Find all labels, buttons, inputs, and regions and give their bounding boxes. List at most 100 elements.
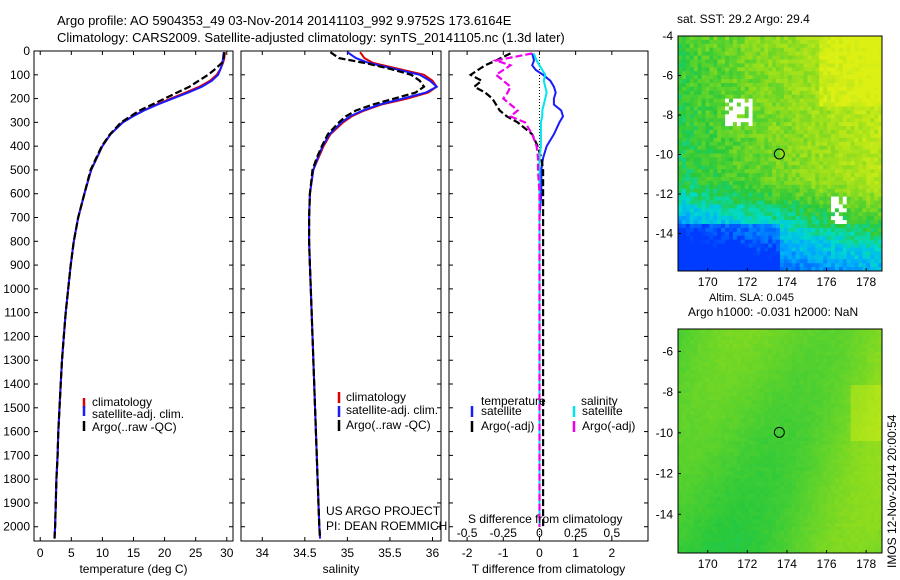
heatmap-cell bbox=[721, 51, 726, 56]
heatmap-cell bbox=[791, 83, 797, 88]
heatmap-cell bbox=[689, 192, 695, 197]
heatmap-cell bbox=[870, 47, 875, 53]
heatmap-cell bbox=[850, 216, 855, 221]
heatmap-cell bbox=[760, 396, 765, 401]
heatmap-cell bbox=[689, 133, 695, 139]
heatmap-cell bbox=[780, 110, 785, 115]
heatmap-cell bbox=[685, 43, 691, 49]
heatmap-cell bbox=[729, 343, 734, 349]
heatmap-cell bbox=[740, 343, 746, 349]
heatmap-cell bbox=[799, 255, 804, 260]
heatmap-cell bbox=[748, 267, 753, 272]
heatmap-cell bbox=[807, 200, 812, 205]
heatmap-cell bbox=[862, 200, 867, 205]
heatmap-cell bbox=[717, 239, 722, 244]
heatmap-cell bbox=[713, 200, 718, 205]
heatmap-cell bbox=[776, 145, 781, 150]
heatmap-cell bbox=[756, 358, 761, 363]
heatmap-cell bbox=[776, 231, 781, 237]
lat-tick-label: -10 bbox=[656, 147, 674, 161]
heatmap-cell bbox=[838, 355, 844, 360]
heatmap-cell bbox=[846, 263, 852, 268]
heatmap-cell bbox=[748, 43, 753, 49]
heatmap-cell bbox=[791, 255, 797, 260]
heatmap-cell bbox=[768, 118, 773, 123]
heatmap-cell bbox=[713, 51, 718, 56]
heatmap-cell bbox=[729, 340, 734, 345]
heatmap-cell bbox=[768, 373, 773, 378]
heatmap-cell bbox=[764, 426, 769, 431]
heatmap-cell bbox=[752, 110, 757, 115]
heatmap-cell bbox=[870, 51, 875, 56]
heatmap-cell bbox=[866, 161, 871, 166]
heatmap-cell bbox=[866, 71, 871, 76]
heatmap-cell bbox=[678, 126, 683, 131]
heatmap-cell bbox=[854, 188, 859, 194]
heatmap-cell bbox=[838, 200, 844, 205]
x-axis-label: temperature (deg C) bbox=[79, 562, 187, 576]
heatmap-cell bbox=[854, 208, 859, 213]
heatmap-cell bbox=[752, 180, 757, 186]
heatmap-cell bbox=[807, 414, 812, 419]
heatmap-cell bbox=[823, 224, 828, 229]
heatmap-cell bbox=[732, 243, 738, 248]
heatmap-cell bbox=[705, 381, 710, 386]
heatmap-cell bbox=[725, 396, 730, 401]
heatmap-cell bbox=[729, 90, 734, 96]
heatmap-cell bbox=[721, 137, 726, 143]
heatmap-cell bbox=[791, 204, 797, 209]
heatmap-cell bbox=[791, 67, 797, 72]
heatmap-cell bbox=[732, 180, 738, 186]
heatmap-cell bbox=[850, 343, 855, 349]
heatmap-cell bbox=[752, 243, 757, 248]
heatmap-cell bbox=[858, 153, 863, 158]
heatmap-cell bbox=[819, 153, 824, 158]
heatmap-cell bbox=[780, 340, 785, 345]
heatmap-cell bbox=[744, 381, 750, 386]
heatmap-cell bbox=[870, 149, 875, 154]
heatmap-cell bbox=[681, 437, 687, 442]
heatmap-cell bbox=[819, 373, 824, 378]
heatmap-cell bbox=[854, 377, 859, 382]
sla-map-panel: 170 172 174 176 178-6-8-10-12-14 bbox=[656, 328, 883, 571]
heatmap-cell bbox=[689, 71, 695, 76]
heatmap-cell bbox=[811, 351, 816, 356]
heatmap-cell bbox=[858, 55, 863, 60]
heatmap-cell bbox=[795, 220, 801, 225]
heatmap-cell bbox=[783, 153, 789, 158]
heatmap-cell bbox=[693, 243, 699, 248]
heatmap-cell bbox=[780, 396, 785, 401]
heatmap-cell bbox=[740, 157, 746, 162]
heatmap-cell bbox=[866, 130, 871, 135]
heatmap-cell bbox=[827, 370, 832, 375]
heatmap-cell bbox=[776, 426, 781, 431]
heatmap-cell bbox=[689, 422, 695, 427]
heatmap-cell bbox=[811, 347, 816, 352]
heatmap-cell bbox=[815, 377, 820, 382]
heatmap-cell bbox=[729, 173, 734, 178]
heatmap-cell bbox=[874, 385, 879, 390]
heatmap-cell bbox=[744, 351, 750, 356]
heatmap-cell bbox=[807, 362, 812, 367]
heatmap-cell bbox=[807, 392, 812, 397]
heatmap-cell bbox=[713, 251, 718, 256]
heatmap-cell bbox=[725, 411, 730, 416]
heatmap-cell bbox=[795, 366, 801, 371]
heatmap-cell bbox=[862, 212, 867, 217]
heatmap-cell bbox=[799, 388, 804, 393]
heatmap-cell bbox=[697, 86, 702, 92]
heatmap-cell bbox=[870, 184, 875, 190]
heatmap-cell bbox=[842, 83, 848, 88]
heatmap-cell bbox=[846, 358, 852, 363]
heatmap-cell bbox=[811, 407, 816, 412]
heatmap-cell bbox=[744, 133, 750, 139]
heatmap-cell bbox=[803, 388, 808, 393]
heatmap-cell bbox=[732, 83, 738, 88]
heatmap-cell bbox=[681, 106, 687, 111]
heatmap-cell bbox=[693, 67, 699, 72]
heatmap-cell bbox=[752, 63, 757, 68]
heatmap-cell bbox=[870, 208, 875, 213]
heatmap-cell bbox=[709, 75, 714, 80]
heatmap-cell bbox=[768, 422, 773, 427]
heatmap-cell bbox=[689, 75, 695, 80]
